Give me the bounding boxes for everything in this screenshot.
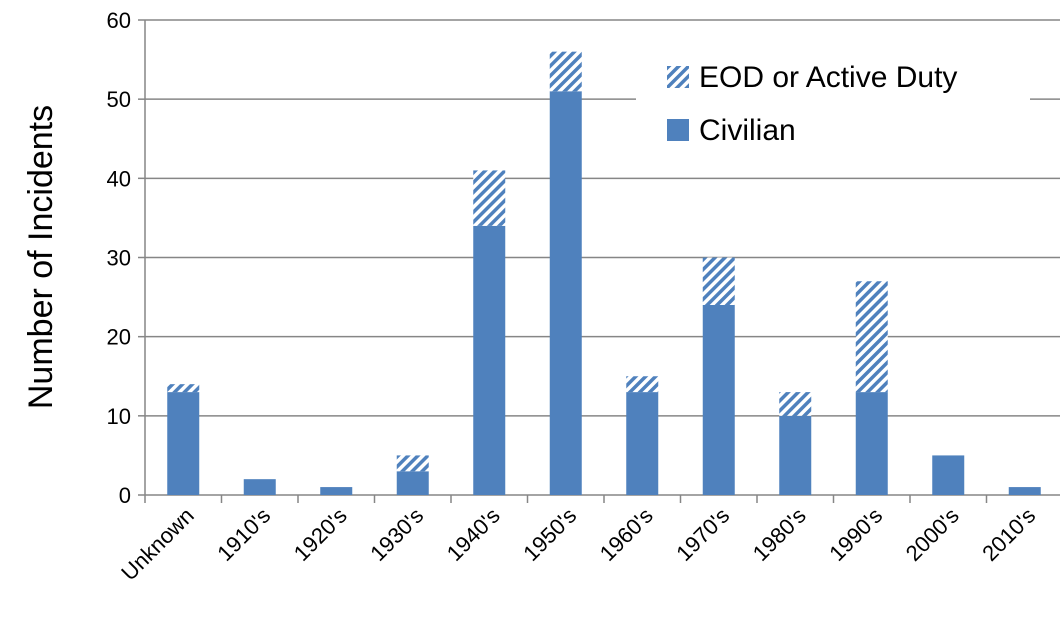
y-tick-label: 60 [107,8,131,33]
x-tick-label: 1940's [442,503,505,566]
bars [167,51,1041,496]
x-tick-label: 1950's [518,503,581,566]
x-tick-label: 2000's [901,503,964,566]
bar-civilian [549,91,582,495]
bar-eod-active-duty [396,455,429,472]
legend-swatch [667,119,689,141]
y-tick-label: 40 [107,166,131,191]
x-tick-label: Unknown [116,503,199,586]
y-tick-label: 50 [107,87,131,112]
bar-eod-active-duty [855,281,888,393]
bar-eod-active-duty [473,170,506,226]
bar-eod-active-duty [779,392,812,416]
bar-civilian [1008,487,1041,495]
y-tick-label: 20 [107,325,131,350]
legend-background [636,55,1030,175]
bar-civilian [396,471,429,495]
x-tick-label: 1980's [748,503,811,566]
bar-eod-active-duty [167,384,200,393]
y-axis-label: Number of Incidents [22,105,60,409]
x-tick-label: 1990's [824,503,887,566]
x-tick-label: 2010's [977,503,1040,566]
x-tick-label: 1960's [595,503,658,566]
y-tick-label: 30 [107,246,131,271]
x-tick-label: 1930's [365,503,428,566]
axes [138,19,1060,503]
bar-civilian [626,392,659,495]
bar-eod-active-duty [626,376,659,393]
bar-civilian [473,225,506,496]
legend-swatch [667,66,689,88]
bar-civilian [855,392,888,495]
bar-civilian [779,415,812,495]
bar-civilian [243,479,276,495]
legend: EOD or Active Duty Civilian [636,55,1030,175]
bar-civilian [702,305,735,495]
bar-civilian [167,392,200,495]
bar-civilian [320,487,353,495]
bar-civilian [932,455,965,495]
x-tick-label: 1910's [212,503,275,566]
gridlines [145,19,1060,417]
bar-eod-active-duty [549,51,582,92]
legend-label: Civilian [699,114,796,147]
y-tick-label: 0 [119,483,131,508]
bar-eod-active-duty [702,257,735,305]
y-tick-label: 10 [107,404,131,429]
legend-label: EOD or Active Duty [699,61,957,94]
x-tick-label: 1920's [289,503,352,566]
x-tick-label: 1970's [671,503,734,566]
